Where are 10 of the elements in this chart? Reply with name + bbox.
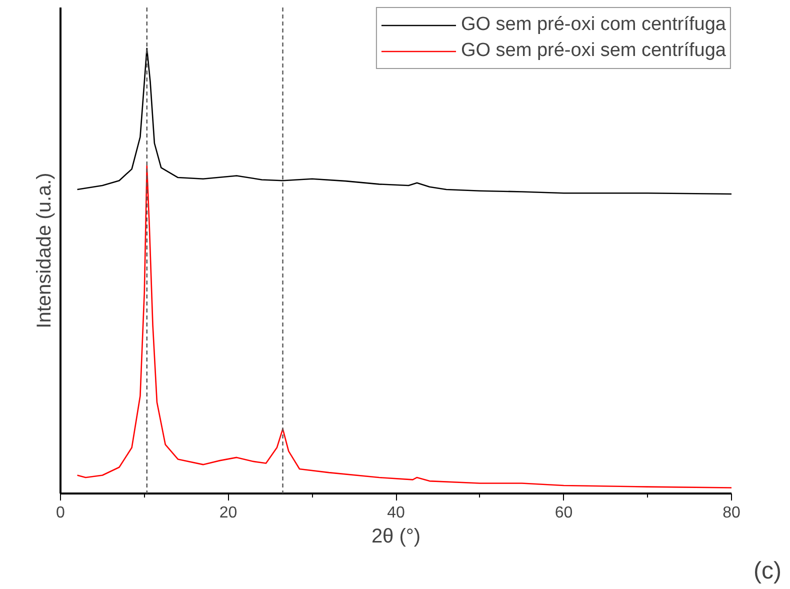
x-tick-label: 20	[219, 504, 238, 522]
x-axis-title: 2θ (°)	[371, 526, 421, 548]
text: (c)	[754, 558, 782, 584]
x-tick-label: 60	[554, 504, 573, 522]
x-tick-label: 40	[387, 504, 405, 522]
legend-label: GO sem pré-oxi com centrífuga	[460, 13, 726, 37]
x-tick-label: 0	[56, 504, 66, 522]
legend-label: GO sem pré-oxi sem centrífuga	[460, 39, 726, 63]
y-axis-title: Intensidade (u.a.)	[34, 172, 56, 328]
x-tick-label: 80	[722, 504, 740, 522]
